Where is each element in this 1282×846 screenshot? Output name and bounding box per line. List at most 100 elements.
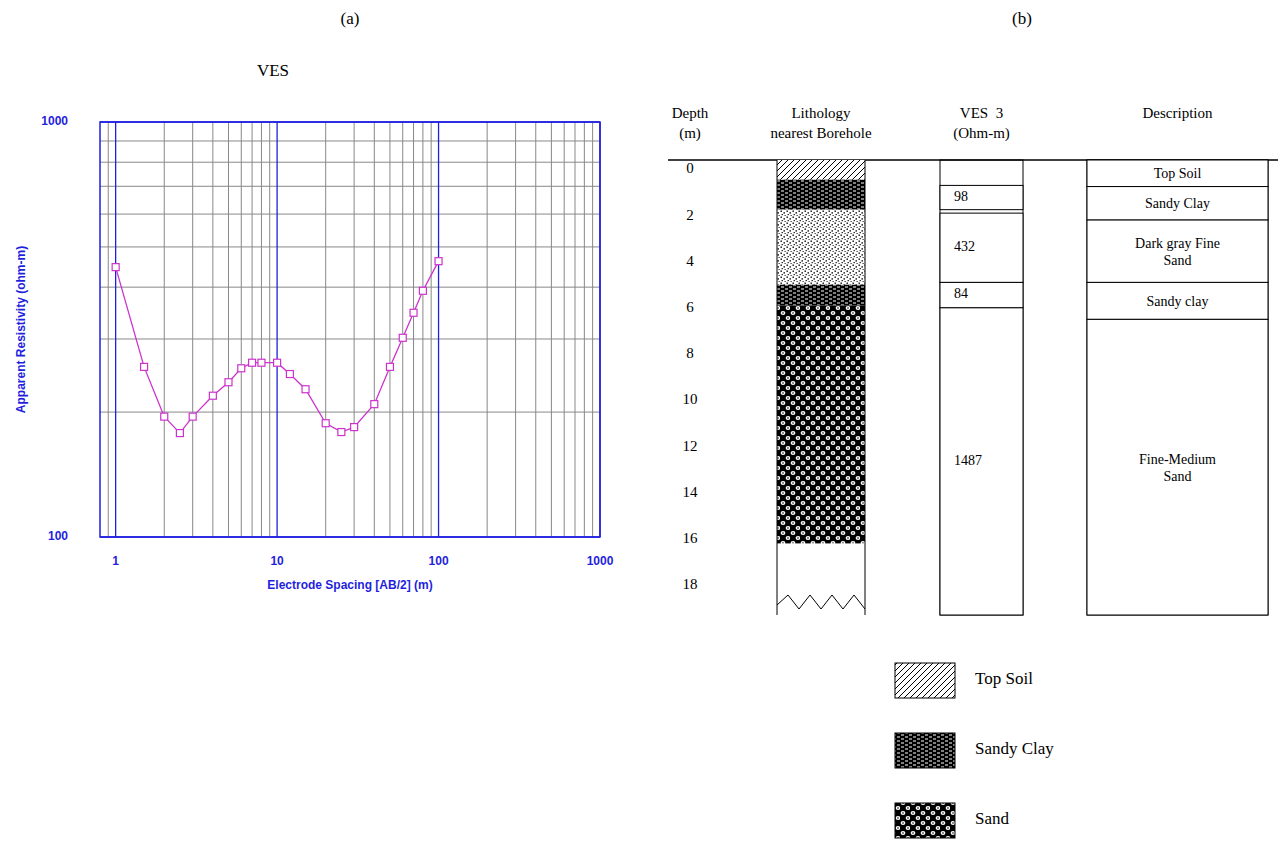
depth-label: 4 — [686, 253, 694, 269]
key-swatch — [895, 663, 955, 698]
borehole-end — [777, 595, 865, 609]
minor-grid-line — [431, 122, 432, 537]
data-point — [274, 359, 281, 366]
lithology-layer — [777, 285, 865, 306]
description-row — [1087, 160, 1268, 187]
data-point — [386, 363, 393, 370]
data-line — [116, 261, 439, 433]
column-header: VES 3 — [960, 105, 1003, 121]
ves-layer — [940, 213, 1023, 282]
depth-label: 14 — [683, 484, 699, 500]
description-text: Sandy clay — [1147, 294, 1209, 309]
key-label: Sand — [975, 809, 1010, 828]
panel-letter: (b) — [1012, 9, 1032, 28]
minor-grid-line — [192, 122, 193, 537]
ves-value: 98 — [954, 189, 968, 204]
column-header: Description — [1143, 105, 1213, 121]
description-row — [1087, 282, 1268, 319]
description-line: Sand — [1164, 469, 1192, 484]
lithology-layer — [777, 306, 865, 544]
data-point — [338, 429, 345, 436]
x-axis-title: Electrode Spacing [AB/2] (m) — [267, 578, 432, 592]
data-point — [209, 392, 216, 399]
column-header: (m) — [679, 125, 701, 142]
data-point — [322, 420, 329, 427]
column-border — [865, 160, 866, 615]
data-point — [286, 371, 293, 378]
minor-grid-line — [241, 122, 242, 537]
ves-value: 84 — [954, 286, 968, 301]
minor-grid-line — [354, 122, 355, 537]
data-point — [161, 413, 168, 420]
minor-grid-line — [100, 246, 600, 247]
data-point — [410, 309, 417, 316]
y-tick-label: 1000 — [41, 114, 68, 128]
depth-label: 8 — [686, 345, 694, 361]
minor-grid-line — [564, 122, 565, 537]
minor-grid-line — [100, 214, 600, 215]
ves-layer — [940, 282, 1023, 307]
column-header: nearest Borehole — [770, 125, 872, 141]
column-header: Lithology — [791, 105, 851, 121]
depth-label: 12 — [683, 438, 698, 454]
key-label: Sandy Clay — [975, 739, 1054, 758]
data — [112, 258, 442, 437]
lithology-layer — [777, 210, 865, 285]
data-point — [225, 379, 232, 386]
minor-grid-line — [212, 122, 213, 537]
depth-label: 16 — [683, 530, 699, 546]
data-point — [302, 386, 309, 393]
ves-value: 1487 — [954, 453, 982, 468]
chart-title: VES — [257, 61, 289, 80]
data-point — [258, 359, 265, 366]
data-point — [189, 413, 196, 420]
column-border — [1087, 160, 1268, 615]
x-tick-label: 100 — [429, 554, 449, 568]
panel-letter: (a) — [341, 9, 360, 28]
minor-grid-line — [261, 122, 262, 537]
minor-grid-line — [592, 122, 593, 537]
depth-label: 6 — [686, 299, 694, 315]
minor-grid-line — [535, 122, 536, 537]
minor-grid-line — [269, 122, 270, 537]
minor-grid-line — [413, 122, 414, 537]
description-text: Dark gray FineSand — [1135, 236, 1220, 268]
description-row — [1087, 319, 1268, 615]
minor-grid-line — [228, 122, 229, 537]
minor-grid-line — [515, 122, 516, 537]
depth-label: 10 — [683, 391, 698, 407]
data-point — [176, 430, 183, 437]
figure: (a)(b)VES11010010001001000Electrode Spac… — [0, 0, 1282, 846]
minor-grid-line — [574, 122, 575, 537]
description-line: Sandy Clay — [1145, 196, 1210, 211]
grid-line — [276, 122, 277, 537]
depth-label: 0 — [686, 160, 694, 176]
ves-layer — [940, 308, 1023, 615]
ves-layer — [940, 185, 1023, 209]
column-border — [777, 160, 778, 615]
data-point — [435, 258, 442, 265]
depth-label: 2 — [686, 207, 694, 223]
data-point — [351, 424, 358, 431]
data-point — [399, 334, 406, 341]
x-tick-label: 10 — [270, 554, 284, 568]
minor-grid-line — [100, 140, 600, 141]
minor-grid-line — [100, 287, 600, 288]
description-line: Sand — [1164, 253, 1192, 268]
description-line: Fine-Medium — [1139, 452, 1216, 467]
column-border — [940, 160, 1023, 615]
minor-grid-line — [389, 122, 390, 537]
x-tick-label: 1000 — [587, 554, 614, 568]
grid-line — [438, 122, 439, 537]
description-text: Fine-Medium Sand — [1139, 452, 1216, 484]
depth-label: 18 — [683, 576, 698, 592]
key-swatch — [895, 803, 955, 838]
minor-grid-line — [584, 122, 585, 537]
minor-grid-line — [551, 122, 552, 537]
grid-line — [115, 122, 116, 537]
minor-grid-line — [100, 162, 600, 163]
minor-grid-line — [252, 122, 253, 537]
description-line: Sandy clay — [1147, 294, 1209, 309]
minor-grid-line — [108, 122, 109, 537]
lithology-panel: Depth(m)Lithologynearest BoreholeVES 3(O… — [668, 105, 1278, 838]
